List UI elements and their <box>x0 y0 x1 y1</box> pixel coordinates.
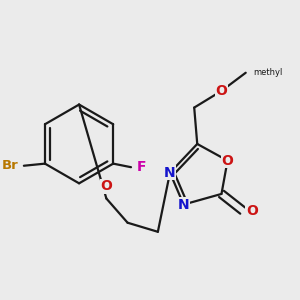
Text: O: O <box>222 154 233 168</box>
Text: F: F <box>137 160 146 174</box>
Text: O: O <box>100 179 112 194</box>
Text: Br: Br <box>2 159 19 172</box>
Text: O: O <box>246 204 258 218</box>
Text: N: N <box>164 166 176 180</box>
Text: N: N <box>178 197 189 212</box>
Text: O: O <box>215 84 227 98</box>
Text: methyl: methyl <box>253 68 283 77</box>
